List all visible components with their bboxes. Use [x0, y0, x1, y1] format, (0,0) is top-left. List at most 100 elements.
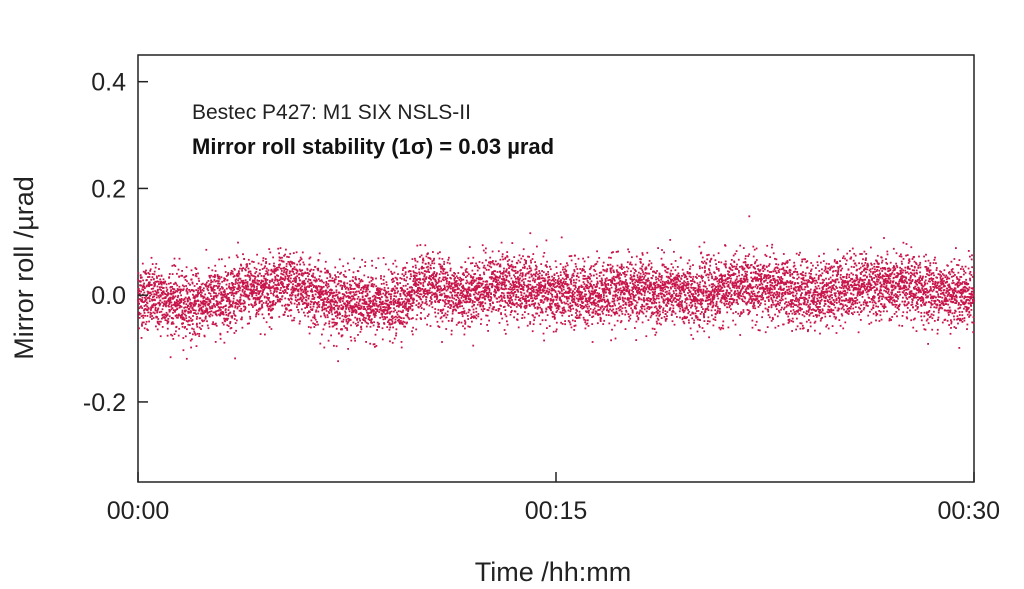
data-point	[266, 271, 269, 274]
data-point	[434, 311, 436, 314]
data-point	[214, 295, 217, 297]
data-point	[290, 292, 293, 295]
data-point	[370, 285, 373, 287]
data-point	[489, 256, 492, 259]
data-point	[189, 290, 192, 293]
data-point	[352, 288, 355, 290]
data-point	[321, 286, 324, 289]
data-point	[460, 289, 463, 292]
data-point	[277, 296, 279, 299]
data-point	[329, 274, 332, 277]
data-point	[310, 288, 313, 291]
data-point	[520, 305, 523, 308]
data-point	[390, 297, 392, 300]
data-point	[507, 296, 509, 299]
data-point	[294, 299, 297, 301]
data-point	[372, 285, 375, 288]
data-point	[204, 283, 206, 286]
data-point	[531, 289, 533, 292]
data-point	[184, 279, 187, 281]
data-point	[256, 311, 258, 314]
data-point	[183, 306, 186, 309]
data-point	[157, 318, 160, 320]
data-point	[481, 293, 483, 296]
data-point	[201, 295, 203, 297]
data-point	[466, 291, 468, 293]
data-point	[467, 291, 469, 294]
data-point	[210, 274, 213, 277]
data-point	[191, 323, 194, 325]
data-point	[598, 300, 601, 303]
data-point	[484, 290, 487, 293]
data-point	[259, 300, 262, 303]
data-point	[391, 290, 393, 292]
data-point	[422, 292, 425, 294]
data-point	[283, 266, 286, 269]
data-point	[428, 304, 431, 307]
data-point	[358, 317, 361, 320]
data-point	[547, 293, 550, 296]
data-point	[141, 323, 143, 326]
data-point	[216, 294, 219, 297]
data-point	[363, 316, 365, 319]
data-point	[372, 299, 374, 302]
data-point	[577, 291, 580, 294]
data-point	[540, 281, 542, 284]
data-point	[473, 315, 475, 318]
data-point	[519, 261, 522, 264]
data-point	[508, 297, 511, 300]
data-point	[225, 275, 228, 277]
data-point	[416, 272, 418, 275]
data-point	[364, 284, 367, 287]
data-point	[293, 319, 295, 322]
data-point	[531, 330, 534, 333]
data-point	[309, 269, 312, 272]
data-point	[317, 301, 320, 303]
data-point	[284, 278, 286, 281]
data-point	[299, 279, 301, 282]
data-point	[182, 317, 185, 319]
data-point	[356, 319, 358, 321]
data-point	[298, 303, 301, 306]
data-point	[531, 274, 534, 277]
data-point	[562, 280, 565, 283]
data-point	[175, 304, 178, 306]
data-point	[455, 309, 457, 312]
data-point	[325, 284, 328, 287]
data-point	[600, 295, 603, 298]
data-point	[406, 288, 409, 290]
data-point	[388, 304, 391, 307]
data-point	[344, 305, 347, 308]
data-point	[514, 285, 516, 288]
data-point	[191, 319, 194, 321]
data-point	[490, 277, 493, 280]
data-point	[519, 277, 521, 280]
data-point	[167, 318, 170, 320]
data-point	[192, 309, 195, 311]
data-point	[178, 285, 181, 288]
data-point	[173, 296, 176, 299]
data-point	[392, 301, 395, 304]
data-point	[140, 280, 142, 283]
data-point	[573, 329, 576, 331]
data-point	[490, 293, 492, 295]
data-point	[241, 290, 244, 293]
data-point	[359, 266, 361, 269]
data-point	[477, 315, 480, 318]
data-point	[196, 325, 199, 328]
data-point	[157, 308, 159, 311]
data-point	[254, 298, 257, 301]
data-point	[583, 306, 586, 308]
data-point	[212, 287, 214, 290]
data-point	[372, 343, 375, 346]
data-point	[553, 273, 556, 276]
data-point	[157, 291, 160, 294]
data-point	[237, 303, 240, 306]
data-point	[565, 269, 568, 272]
data-point	[368, 303, 370, 306]
data-point	[257, 293, 260, 295]
data-point	[510, 288, 513, 291]
data-point	[206, 312, 209, 315]
data-point	[571, 299, 573, 302]
data-point	[431, 260, 434, 262]
